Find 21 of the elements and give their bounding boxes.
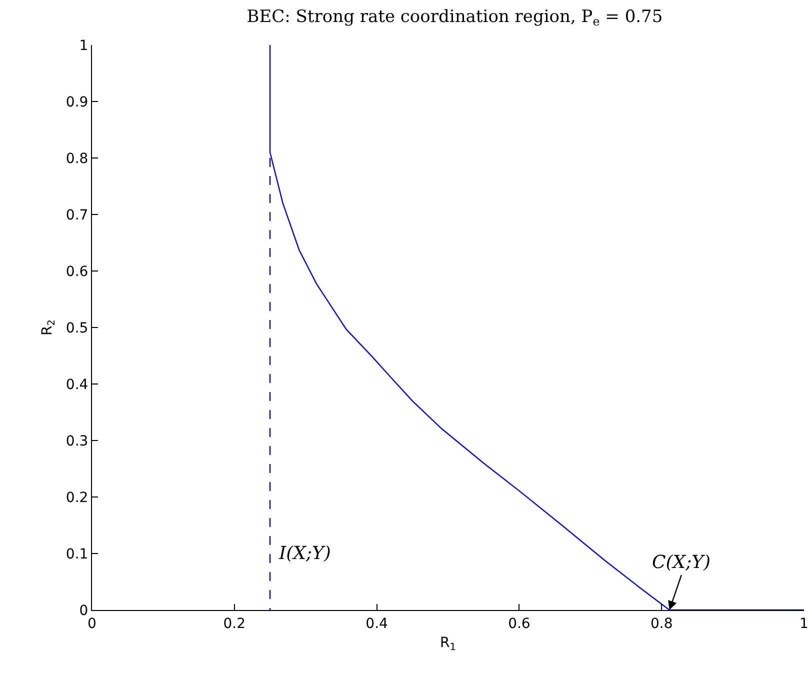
- x-tick-label: 1: [800, 616, 808, 632]
- x-tick-label: 0.4: [366, 616, 388, 632]
- y-tick-label: 0.9: [66, 94, 88, 110]
- y-tick-label: 0.1: [66, 546, 88, 562]
- annotation: C(X;Y): [652, 552, 711, 573]
- y-tick-label: 0.5: [66, 320, 88, 336]
- chart-title: BEC: Strong rate coordination region, P$_{e}$ = 0.75: [246, 7, 663, 29]
- x-tick-label: 0.8: [650, 616, 673, 632]
- y-tick-label: 0.4: [66, 376, 88, 393]
- y-tick-label: 0.2: [66, 490, 88, 506]
- x-axis-title: R$_{1}$: [440, 635, 456, 654]
- line-series: [269, 45, 804, 610]
- x-tick-label: 0.2: [223, 616, 246, 632]
- y-tick-label: 0: [79, 602, 88, 619]
- y-tick-label: 0.7: [66, 207, 88, 224]
- y-tick-label: 0.3: [66, 433, 88, 450]
- x-tick-label: 0.6: [508, 616, 530, 632]
- y-tick-label: 0.8: [66, 150, 88, 167]
- annotation: I(X;Y): [278, 543, 331, 564]
- y-tick-label: 1: [79, 38, 88, 54]
- y-tick-label: 0.6: [66, 264, 88, 280]
